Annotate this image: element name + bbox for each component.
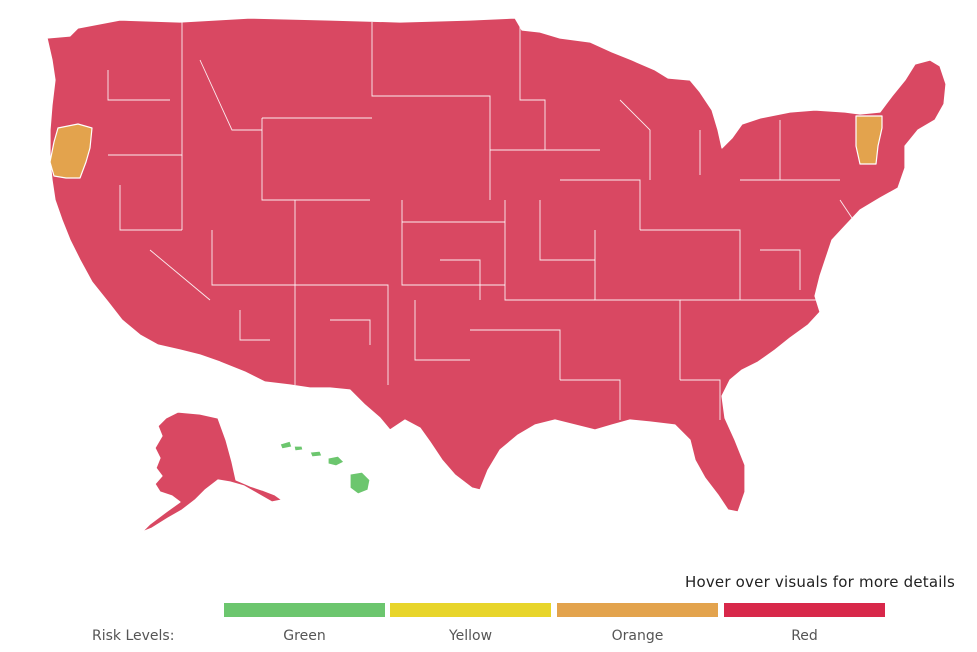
legend-item-orange[interactable]: Orange — [557, 603, 718, 644]
legend-item-green[interactable]: Green — [224, 603, 385, 644]
legend-label-yellow: Yellow — [448, 628, 493, 644]
region-contiguous-us[interactable] — [46, 17, 947, 513]
district-borders — [107, 20, 861, 420]
region-alaska[interactable] — [141, 411, 283, 533]
legend-swatch-red — [724, 603, 885, 617]
region-vermont[interactable] — [855, 115, 883, 165]
us-map-svg — [46, 17, 947, 533]
legend-swatch-green — [224, 603, 385, 617]
legend-item-red[interactable]: Red — [724, 603, 885, 644]
risk-map — [46, 17, 947, 533]
risk-level-legend: Risk Levels: Green Yellow Orange Red — [0, 603, 977, 644]
legend-label-red: Red — [791, 628, 818, 644]
legend-item-yellow[interactable]: Yellow — [390, 603, 551, 644]
region-southwest-oregon[interactable] — [49, 123, 93, 179]
legend-swatch-orange — [557, 603, 718, 617]
legend-label-orange: Orange — [611, 628, 664, 644]
legend-label-green: Green — [283, 628, 326, 644]
legend-title: Risk Levels: — [92, 628, 175, 644]
hover-hint-text: Hover over visuals for more details — [684, 573, 955, 591]
legend-swatch-yellow — [390, 603, 551, 617]
region-hawaii[interactable] — [279, 440, 371, 495]
